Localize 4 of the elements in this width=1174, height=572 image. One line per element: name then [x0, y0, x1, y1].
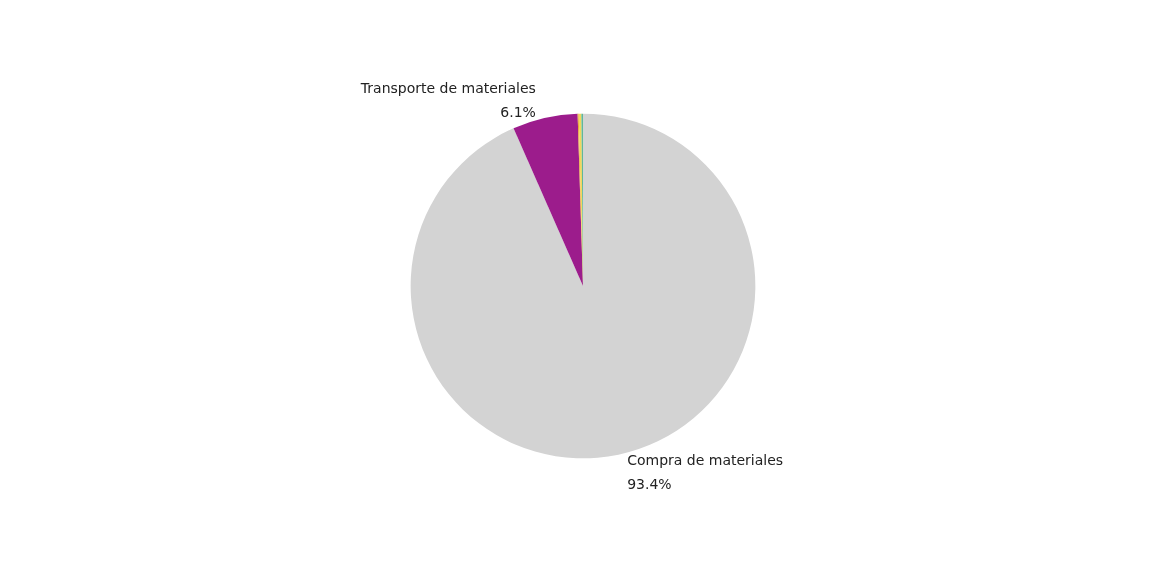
slice-label: Transporte de materiales [359, 80, 536, 97]
data-label: 93.4% [627, 476, 672, 493]
data-label: 6.1% [500, 104, 536, 121]
slice-label: Compra de materiales [627, 452, 784, 469]
